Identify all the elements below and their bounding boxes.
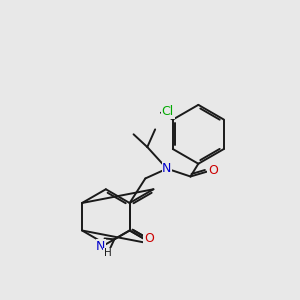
Text: H: H — [104, 248, 112, 258]
Text: N: N — [96, 240, 106, 253]
Text: Cl: Cl — [162, 105, 174, 118]
Text: N: N — [162, 162, 172, 175]
Text: O: O — [208, 164, 218, 177]
Text: O: O — [144, 232, 154, 245]
